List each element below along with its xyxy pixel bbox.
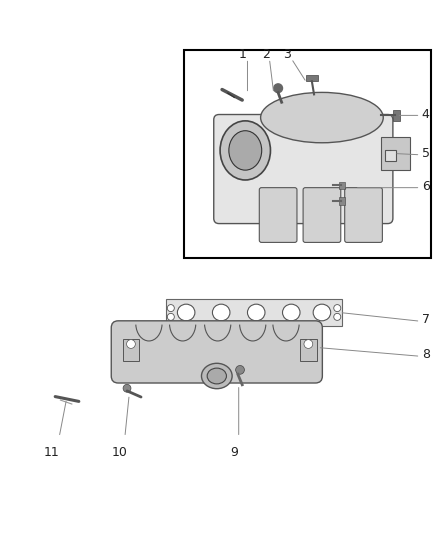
- Ellipse shape: [313, 304, 331, 321]
- Text: 3: 3: [283, 48, 291, 61]
- Circle shape: [167, 313, 174, 320]
- FancyBboxPatch shape: [214, 115, 393, 223]
- Ellipse shape: [212, 304, 230, 321]
- Text: 7: 7: [422, 313, 430, 326]
- Circle shape: [334, 313, 341, 320]
- Bar: [306, 75, 318, 81]
- Text: 1: 1: [239, 48, 247, 61]
- Bar: [393, 110, 400, 121]
- Ellipse shape: [247, 304, 265, 321]
- Ellipse shape: [201, 364, 232, 389]
- Bar: [300, 339, 317, 361]
- Circle shape: [127, 340, 135, 349]
- Bar: [123, 339, 139, 361]
- Text: 10: 10: [111, 446, 127, 459]
- Text: 5: 5: [422, 147, 430, 160]
- Circle shape: [334, 304, 341, 312]
- Circle shape: [274, 84, 283, 93]
- Text: 6: 6: [422, 180, 430, 193]
- Bar: [381, 138, 410, 170]
- Ellipse shape: [177, 304, 195, 321]
- Text: 9: 9: [230, 446, 238, 459]
- FancyBboxPatch shape: [111, 321, 322, 383]
- Text: 11: 11: [44, 446, 60, 459]
- Ellipse shape: [261, 92, 383, 143]
- Text: 2: 2: [262, 48, 270, 61]
- Bar: [385, 150, 396, 161]
- Circle shape: [167, 304, 174, 312]
- FancyBboxPatch shape: [345, 188, 382, 243]
- Circle shape: [304, 340, 313, 349]
- FancyBboxPatch shape: [259, 188, 297, 243]
- Ellipse shape: [283, 304, 300, 321]
- Ellipse shape: [220, 121, 270, 180]
- Bar: [166, 299, 342, 326]
- Bar: [339, 182, 345, 189]
- FancyBboxPatch shape: [303, 188, 341, 243]
- Ellipse shape: [207, 368, 226, 384]
- Text: 8: 8: [422, 349, 430, 361]
- Circle shape: [236, 366, 244, 374]
- Bar: [339, 197, 345, 205]
- Text: 4: 4: [422, 108, 430, 121]
- Circle shape: [123, 384, 131, 392]
- Bar: [184, 50, 431, 258]
- Ellipse shape: [229, 131, 261, 170]
